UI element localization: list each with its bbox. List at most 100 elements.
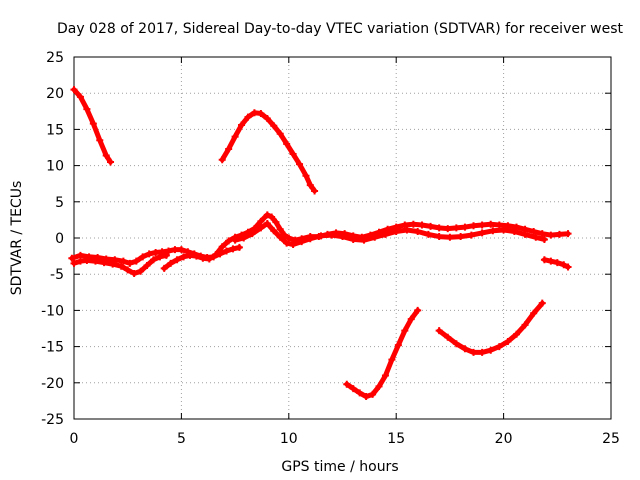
series-arc-4	[435, 299, 546, 356]
data-point	[444, 333, 452, 341]
data-point	[223, 247, 231, 255]
data-point	[171, 246, 179, 254]
chart-title: Day 028 of 2017, Sidereal Day-to-day VTE…	[57, 21, 624, 37]
data-point	[132, 257, 140, 265]
series-arc-2	[218, 109, 319, 195]
series-arc-1	[70, 86, 115, 166]
data-point	[109, 260, 117, 268]
data-point	[285, 234, 293, 242]
data-point	[83, 105, 91, 113]
data-point	[500, 226, 508, 234]
data-point	[356, 389, 364, 397]
data-point	[302, 172, 310, 180]
data-point	[435, 327, 443, 335]
data-point	[126, 259, 134, 267]
y-tick-label: 0	[55, 231, 64, 247]
data-point	[70, 259, 78, 267]
data-point	[403, 226, 411, 234]
y-tick-label: -10	[41, 303, 64, 319]
y-tick-label: 10	[46, 159, 64, 175]
data-point	[283, 140, 291, 148]
data-point	[263, 115, 271, 123]
series-trace	[344, 307, 421, 400]
x-tick-label: 0	[70, 431, 79, 447]
data-point	[124, 266, 132, 274]
data-point	[218, 156, 226, 164]
data-point	[165, 247, 173, 255]
data-point	[298, 238, 306, 246]
x-tick-label: 15	[387, 431, 405, 447]
data-point	[270, 227, 278, 235]
data-point	[349, 235, 357, 243]
data-point	[76, 93, 84, 101]
data-point	[487, 220, 495, 228]
data-point	[281, 231, 289, 239]
data-point	[263, 220, 271, 228]
data-point	[145, 250, 153, 258]
data-point	[231, 133, 239, 141]
data-point	[495, 221, 503, 229]
data-point	[160, 264, 168, 272]
data-point	[192, 252, 200, 260]
data-point	[547, 231, 555, 239]
data-point	[504, 222, 512, 230]
data-point	[489, 227, 497, 235]
data-point	[504, 338, 512, 346]
data-point	[137, 267, 145, 275]
data-point	[70, 86, 78, 94]
data-point	[276, 130, 284, 138]
data-point	[276, 225, 284, 233]
data-point	[478, 229, 486, 237]
data-point	[235, 243, 243, 251]
data-point	[461, 345, 469, 353]
y-tick-label: -25	[41, 412, 64, 428]
data-point	[414, 227, 422, 235]
data-point	[205, 255, 213, 263]
data-point	[452, 340, 460, 348]
y-tick-label: 25	[46, 50, 64, 66]
series-trace	[71, 87, 113, 165]
x-tick-label: 5	[177, 431, 186, 447]
data-point	[540, 256, 548, 264]
data-point	[91, 257, 99, 265]
data-point	[487, 346, 495, 354]
y-tick-label: -15	[41, 340, 64, 356]
series-arc-6	[70, 251, 170, 277]
data-point	[375, 382, 383, 390]
data-point	[444, 225, 452, 233]
data-point	[89, 120, 97, 128]
data-point	[311, 187, 319, 195]
x-tick-label: 10	[280, 431, 298, 447]
data-point	[283, 239, 291, 247]
data-point	[409, 220, 417, 228]
series-layer	[68, 86, 572, 401]
data-point	[156, 253, 164, 261]
data-point	[470, 348, 478, 356]
data-point	[152, 248, 160, 256]
data-point	[119, 257, 127, 265]
data-point	[360, 236, 368, 244]
data-point	[244, 113, 252, 121]
data-point	[130, 269, 138, 277]
data-point	[343, 380, 351, 388]
data-point	[257, 217, 265, 225]
data-point	[289, 241, 297, 249]
data-point	[560, 261, 568, 269]
data-point	[257, 224, 265, 232]
series-arc-9	[540, 256, 572, 271]
series-arc-8	[231, 220, 548, 249]
data-point	[521, 321, 529, 329]
data-point	[173, 256, 181, 264]
series-trace	[219, 110, 318, 194]
data-point	[225, 145, 233, 153]
data-point	[467, 231, 475, 239]
data-point	[102, 151, 110, 159]
data-point	[564, 263, 572, 271]
data-point	[107, 158, 115, 166]
data-point	[555, 230, 563, 238]
data-point	[68, 254, 76, 262]
data-point	[521, 230, 529, 238]
data-point	[250, 109, 258, 117]
data-point	[369, 390, 377, 398]
data-point	[371, 233, 379, 241]
